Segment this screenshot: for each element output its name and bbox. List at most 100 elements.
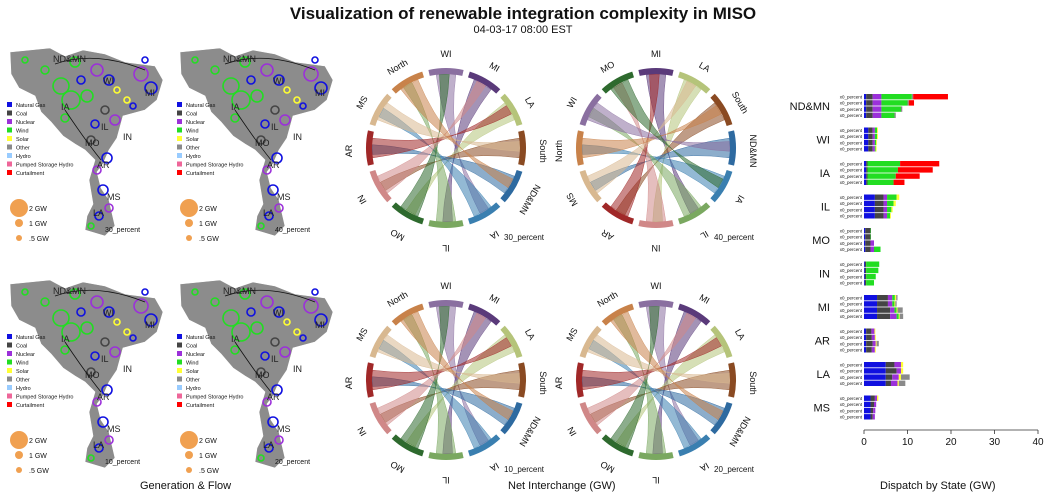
bar-segment bbox=[894, 362, 901, 368]
bar-scenario-label: x0_percent bbox=[840, 396, 863, 401]
map-legend-label: Coal bbox=[186, 344, 197, 350]
map-plant-bubble bbox=[40, 297, 50, 307]
bar-segment bbox=[872, 133, 875, 140]
map-plant-bubble bbox=[76, 75, 86, 85]
bar-segment bbox=[867, 179, 894, 185]
bar-segment bbox=[864, 295, 878, 301]
bar-state-label: MS bbox=[814, 403, 831, 415]
chord-panel-20_percent: WI MI LA South ND&MN IA IL MO IN AR MS North 20_perc… bbox=[554, 281, 758, 485]
chart-title: Visualization of renewable integration c… bbox=[289, 4, 757, 23]
map-plant-bubble bbox=[103, 74, 115, 86]
map-size-label: .5 GW bbox=[199, 236, 219, 243]
bar-state-label: LA bbox=[817, 369, 831, 381]
map-legend-swatch bbox=[177, 102, 182, 107]
map-plant-bubble bbox=[104, 435, 114, 445]
bar-scenario-label: x0_percent bbox=[840, 207, 863, 212]
map-plant-bubble bbox=[113, 318, 121, 326]
bar-segment bbox=[893, 200, 896, 207]
chord-region-arc bbox=[677, 71, 711, 94]
chord-region-arc bbox=[579, 325, 602, 359]
map-plant-bubble bbox=[250, 89, 264, 103]
map-region-label: IA bbox=[61, 102, 70, 112]
map-flow-line bbox=[64, 109, 102, 161]
map-size-bubble bbox=[180, 431, 198, 449]
bar-segment bbox=[899, 313, 904, 319]
chord-region-arc bbox=[500, 93, 523, 127]
chord-region-label: IA bbox=[488, 461, 500, 474]
map-legend-label: Nuclear bbox=[16, 352, 35, 358]
bar-segment bbox=[870, 401, 875, 408]
bar-group-frame bbox=[863, 327, 1038, 359]
map-region-label: MS bbox=[107, 424, 121, 434]
chord-region-label: IL bbox=[442, 475, 450, 485]
chord-region-arc bbox=[391, 202, 425, 225]
map-plant-bubble bbox=[303, 66, 319, 82]
map-size-bubble bbox=[15, 219, 23, 227]
map-region-label: MI bbox=[145, 88, 155, 98]
chord-panel-30_percent: WI MI LA South ND&MN IA IL MO IN AR MS North 30_perc… bbox=[344, 49, 548, 253]
chord-ribbon bbox=[587, 80, 697, 194]
map-legend-swatch bbox=[7, 153, 12, 158]
map-region-label: IL bbox=[271, 122, 279, 132]
maps-footer-label: Generation & Flow bbox=[140, 480, 232, 492]
bar-segment bbox=[871, 347, 875, 353]
chord-region-arc bbox=[728, 362, 737, 398]
map-region-label: IL bbox=[101, 354, 109, 364]
chord-region-label: AR bbox=[344, 144, 354, 157]
bar-scenario-label: x0_percent bbox=[840, 268, 863, 273]
bar-segment bbox=[874, 200, 884, 207]
chords-footer-label: Net Interchange (GW) bbox=[508, 480, 616, 492]
map-plant-bubble bbox=[86, 135, 96, 145]
map-plant-bubble bbox=[109, 114, 121, 126]
bar-scenario-label: x0_percent bbox=[840, 128, 863, 133]
map-land-shape bbox=[179, 47, 334, 237]
bar-scenario-label: x0_percent bbox=[840, 335, 863, 340]
map-size-label: 1 GW bbox=[199, 221, 217, 228]
map-size-label: .5 GW bbox=[29, 236, 49, 243]
map-region-label: MS bbox=[277, 192, 291, 202]
map-plant-bubble bbox=[52, 77, 70, 95]
map-legend-label: Pumped Storage Hydro bbox=[16, 163, 73, 169]
bar-segment bbox=[898, 380, 906, 386]
bar-x-tick-label: 40 bbox=[1032, 437, 1044, 448]
bar-segment bbox=[868, 127, 873, 133]
chord-region-label: WI bbox=[565, 95, 579, 110]
map-legend-swatch bbox=[177, 136, 182, 141]
map-legend-label: Curtailment bbox=[16, 171, 45, 177]
bar-segment bbox=[874, 213, 884, 219]
map-legend-swatch bbox=[7, 342, 12, 348]
bar-segment bbox=[864, 94, 867, 100]
bar-segment bbox=[900, 161, 940, 167]
bar-segment bbox=[871, 328, 875, 334]
bar-segment bbox=[896, 295, 898, 301]
map-plant-bubble bbox=[133, 66, 149, 82]
bar-segment bbox=[877, 307, 891, 313]
map-legend-swatch bbox=[177, 153, 182, 158]
bar-segment bbox=[864, 267, 867, 274]
bar-segment bbox=[864, 112, 867, 118]
map-plant-bubble bbox=[210, 297, 220, 307]
chord-region-label: IA bbox=[734, 193, 747, 205]
map-plant-bubble bbox=[311, 288, 319, 296]
bar-segment bbox=[872, 106, 882, 112]
map-size-label: 2 GW bbox=[29, 438, 47, 445]
bar-segment bbox=[866, 100, 873, 106]
bar-segment bbox=[867, 173, 896, 179]
chord-scenario-label: 30_percent bbox=[504, 233, 545, 242]
bar-segment bbox=[877, 295, 888, 301]
map-plant-bubble bbox=[92, 397, 102, 407]
map-plant-bubble bbox=[274, 435, 284, 445]
bar-segment bbox=[872, 340, 876, 347]
bar-segment bbox=[874, 246, 881, 252]
chord-region-arc bbox=[710, 93, 733, 127]
bar-segment bbox=[872, 139, 875, 146]
map-plant-bubble bbox=[76, 307, 86, 317]
bar-segment bbox=[866, 112, 873, 118]
map-legend-swatch bbox=[7, 119, 12, 124]
map-size-bubble bbox=[16, 467, 22, 473]
map-plant-bubble bbox=[52, 309, 70, 327]
bar-segment bbox=[864, 374, 886, 380]
map-legend-swatch bbox=[177, 351, 182, 356]
bar-segment bbox=[874, 401, 877, 408]
